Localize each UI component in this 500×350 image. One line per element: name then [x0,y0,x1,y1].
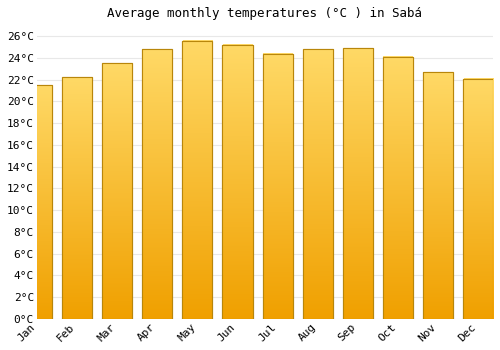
Bar [262,54,292,319]
Bar [102,63,132,319]
Bar [222,45,252,319]
Bar [423,72,454,319]
Bar [343,48,373,319]
Bar [423,72,454,319]
Bar [102,63,132,319]
Bar [22,85,52,319]
Bar [262,54,292,319]
Bar [22,85,52,319]
Bar [302,49,333,319]
Bar [62,77,92,319]
Bar [343,48,373,319]
Title: Average monthly temperatures (°C ) in Sabá: Average monthly temperatures (°C ) in Sa… [108,7,422,20]
Bar [464,78,494,319]
Bar [182,41,212,319]
Bar [142,49,172,319]
Bar [302,49,333,319]
Bar [182,41,212,319]
Bar [222,45,252,319]
Bar [464,78,494,319]
Bar [383,57,413,319]
Bar [383,57,413,319]
Bar [142,49,172,319]
Bar [62,77,92,319]
